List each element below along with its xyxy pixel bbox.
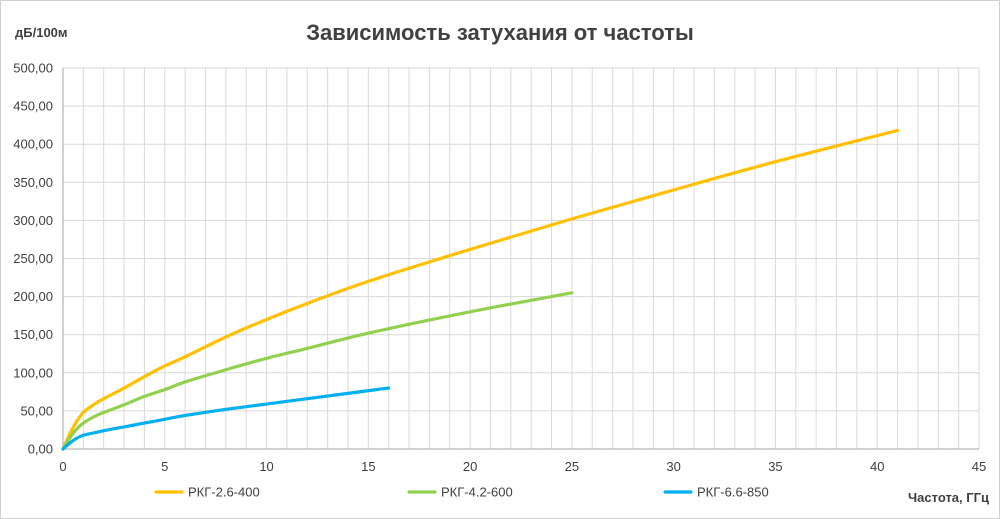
x-axis-ticks: 0 5 10 15 20 25 30 35 40 45: [59, 459, 986, 474]
x-tick-label: 30: [666, 459, 680, 474]
legend-label: РКГ-6.6-850: [697, 485, 769, 500]
x-axis-label: Частота, ГГц: [908, 490, 989, 505]
y-tick-label: 0,00: [28, 442, 53, 457]
legend-label: РКГ-4.2-600: [441, 485, 513, 500]
x-tick-label: 20: [463, 459, 477, 474]
y-tick-label: 250,00: [13, 251, 53, 266]
y-axis-label: дБ/100м: [15, 25, 68, 40]
legend-item-3: РКГ-6.6-850: [663, 485, 769, 500]
y-axis-ticks: 0,00 50,00 100,00 150,00 200,00 250,00 300,00 3…: [13, 61, 53, 457]
series-line-2: [61, 291, 574, 451]
y-tick-label: 500,00: [13, 61, 53, 76]
x-tick-label: 25: [565, 459, 579, 474]
chart-title: Зависимость затухания от частоты: [306, 20, 694, 45]
legend-item-1: РКГ-2.6-400: [154, 485, 260, 500]
series-line-3: [61, 386, 391, 451]
x-tick-label: 0: [59, 459, 66, 474]
plot-area: [61, 128, 900, 451]
x-tick-label: 15: [361, 459, 375, 474]
y-tick-label: 350,00: [13, 175, 53, 190]
legend-label: РКГ-2.6-400: [188, 485, 260, 500]
x-tick-label: 35: [768, 459, 782, 474]
y-tick-label: 100,00: [13, 365, 53, 380]
legend-item-2: РКГ-4.2-600: [407, 485, 513, 500]
y-tick-label: 150,00: [13, 327, 53, 342]
series-line-1: [61, 128, 900, 451]
x-tick-label: 40: [870, 459, 884, 474]
y-tick-label: 50,00: [20, 403, 53, 418]
x-tick-label: 5: [161, 459, 168, 474]
grid: [62, 67, 980, 450]
x-tick-label: 10: [259, 459, 273, 474]
y-tick-label: 300,00: [13, 213, 53, 228]
x-tick-label: 45: [972, 459, 986, 474]
y-tick-label: 200,00: [13, 289, 53, 304]
y-tick-label: 400,00: [13, 137, 53, 152]
legend: РКГ-2.6-400 РКГ-4.2-600 РКГ-6.6-850: [154, 485, 769, 500]
y-tick-label: 450,00: [13, 99, 53, 114]
